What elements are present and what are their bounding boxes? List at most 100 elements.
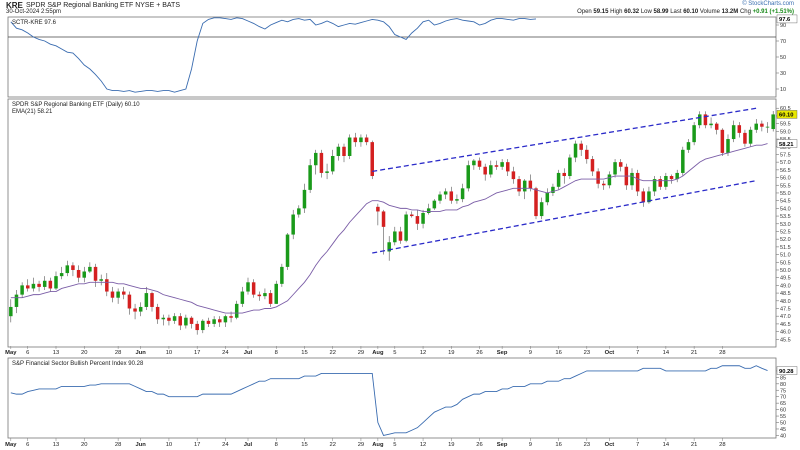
candle	[692, 125, 696, 143]
candle	[607, 174, 612, 186]
candle	[178, 316, 182, 326]
bpi-xaxis-label-3: 20	[81, 442, 87, 448]
candle	[127, 294, 132, 309]
price-axis-tick-label-18: 52.0	[780, 237, 791, 243]
candle	[218, 319, 222, 323]
candle	[274, 283, 278, 304]
candle	[613, 162, 617, 175]
bpi-xaxis-label-15: 5	[393, 442, 396, 448]
bpi-last-value-box	[776, 366, 798, 375]
price-xaxis-label-3: 20	[81, 350, 87, 356]
candle	[426, 208, 431, 213]
candle	[144, 293, 149, 307]
candle	[206, 320, 211, 324]
candle	[9, 306, 13, 317]
quote-timestamp: 30-Oct-2024 2:55pm	[6, 9, 62, 15]
candle	[133, 308, 137, 312]
ema-legend: EMA(21) 58.21	[12, 109, 53, 115]
price-axis-tick-label-30: 46.0	[780, 330, 791, 336]
bpi-xaxis-label-14: Aug	[372, 442, 384, 448]
candle	[116, 291, 120, 298]
candle	[545, 192, 550, 203]
price-xaxis-label-8: 24	[222, 350, 229, 356]
candle	[161, 317, 166, 320]
brand-watermark: © StockCharts.com	[742, 1, 794, 7]
candle	[48, 280, 53, 289]
bpi-xaxis-label-10: 8	[275, 442, 278, 448]
candle	[99, 279, 103, 281]
candle	[438, 194, 442, 201]
bpi-last-value: 90.28	[779, 369, 794, 375]
candle	[42, 280, 47, 287]
candle	[223, 316, 228, 323]
candle	[472, 160, 476, 166]
candle	[522, 180, 527, 192]
candle	[618, 162, 623, 167]
price-legend: SPDR S&P Regional Banking ETF (Daily) 60…	[12, 102, 140, 108]
candle	[353, 137, 358, 143]
candle	[635, 172, 640, 192]
candle	[14, 294, 19, 307]
bpi-xaxis-label-5: Jun	[136, 442, 147, 448]
price-axis-tick-label-25: 48.5	[780, 291, 791, 297]
candle	[449, 191, 454, 201]
price-xaxis-label-17: 19	[448, 350, 454, 356]
candle	[387, 242, 391, 252]
price-axis-tick-label-19: 51.5	[780, 245, 791, 251]
bpi-axis-tick-label-4: 70	[780, 395, 786, 401]
candle	[743, 132, 747, 144]
bpi-xaxis-label-19: Sep	[497, 442, 508, 448]
bpi-xaxis-label-4: 28	[115, 442, 121, 448]
bpi-xaxis-label-25: 14	[663, 442, 670, 448]
candle	[325, 171, 329, 173]
candle	[506, 162, 510, 172]
candle	[201, 320, 205, 331]
candle	[681, 149, 685, 173]
bpi-xaxis-label-27: 28	[719, 442, 725, 448]
sctr-legend: SCTR-KRE 97.6	[12, 20, 57, 26]
candle	[528, 180, 533, 189]
price-xaxis-label-19: Sep	[497, 350, 508, 356]
price-xaxis-label-15: 5	[393, 350, 396, 356]
price-axis-tick-label-27: 47.5	[780, 306, 791, 312]
price-xaxis-label-22: 23	[584, 350, 590, 356]
bpi-axis-tick-label-3: 75	[780, 388, 786, 394]
candle	[110, 291, 115, 298]
candle	[370, 142, 374, 177]
candle	[748, 129, 753, 144]
candle	[568, 157, 572, 177]
bpi-axis-tick-label-8: 50	[780, 421, 786, 427]
candle	[765, 126, 770, 128]
candle	[336, 146, 341, 156]
candle	[590, 159, 595, 172]
price-panel	[7, 98, 777, 348]
price-xaxis-label-7: 17	[194, 350, 200, 356]
price-axis-tick-label-23: 49.5	[780, 276, 791, 282]
candle	[494, 165, 499, 167]
price-axis-tick-label-26: 48.0	[780, 299, 791, 305]
candle	[579, 143, 583, 150]
candle	[675, 172, 679, 180]
candle	[381, 211, 386, 227]
candle	[246, 282, 250, 292]
bpi-xaxis-label-23: Oct	[605, 442, 615, 448]
price-xaxis-label-6: 10	[166, 350, 172, 356]
candle	[285, 234, 290, 267]
price-xaxis-label-0: May	[5, 350, 17, 356]
candle	[596, 171, 600, 184]
price-axis-tick-label-29: 46.5	[780, 322, 791, 328]
price-xaxis-label-14: Aug	[372, 350, 384, 356]
candle	[167, 317, 171, 321]
price-xaxis-label-25: 14	[663, 350, 670, 356]
price-axis-tick-label-14: 54.0	[780, 206, 791, 212]
candle	[138, 306, 143, 312]
candle	[737, 125, 742, 133]
candle	[585, 149, 589, 160]
price-axis-tick-label-15: 53.5	[780, 214, 791, 220]
sctr-axis-tick-label-3: 30	[780, 71, 786, 77]
ticker-symbol: KRE	[6, 1, 23, 10]
candle	[268, 293, 273, 304]
candle	[658, 179, 662, 187]
price-axis-tick-label-31: 45.5	[780, 337, 791, 343]
price-xaxis-label-24: 7	[636, 350, 639, 356]
